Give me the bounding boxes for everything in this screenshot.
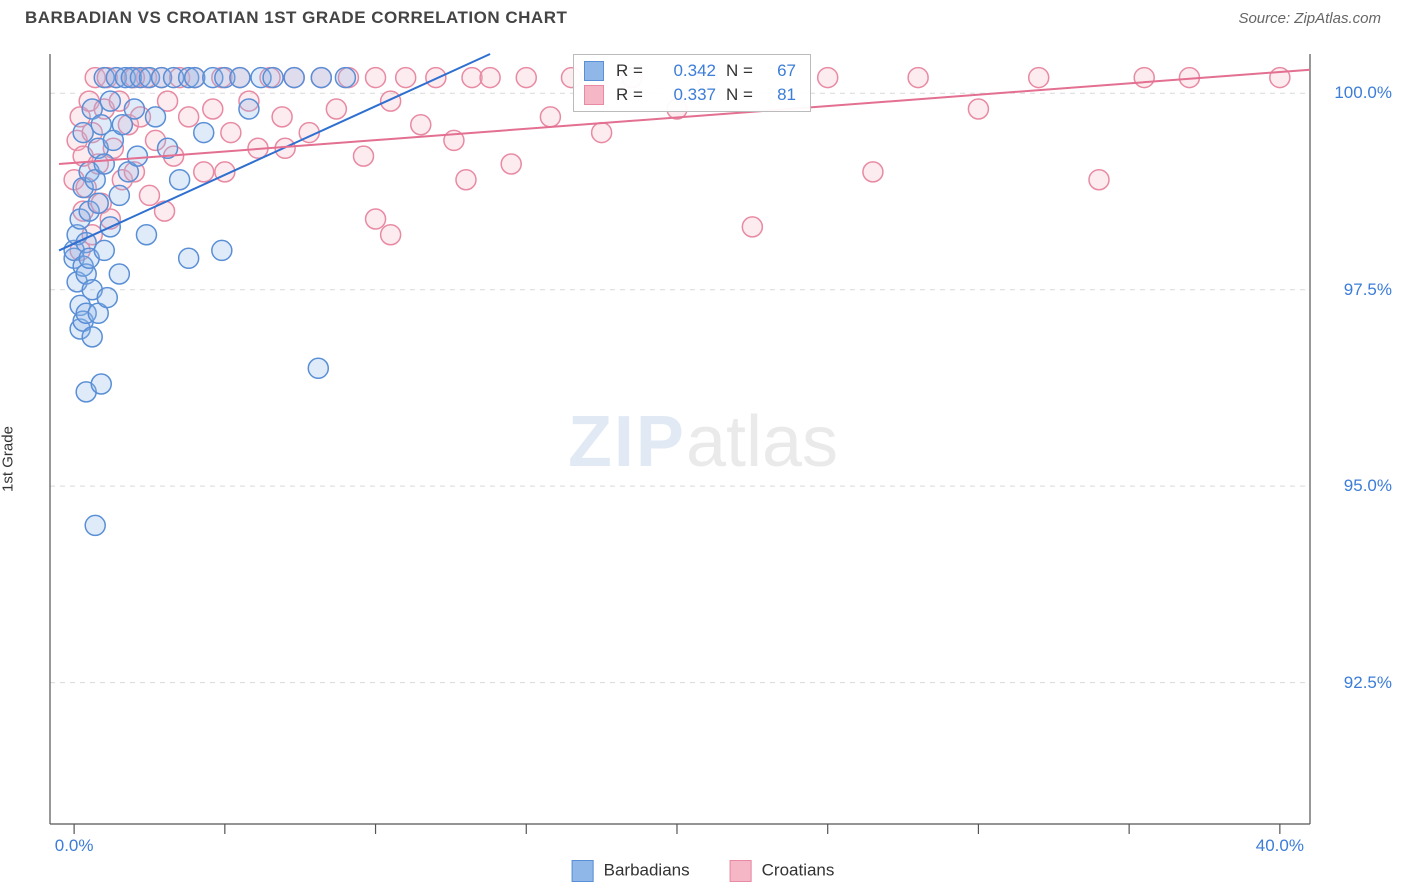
y-tick-label: 97.5% xyxy=(1344,280,1392,300)
legend-r-eq: R = xyxy=(612,85,650,105)
legend-label: Croatians xyxy=(762,860,835,879)
chart-header: BARBADIAN VS CROATIAN 1ST GRADE CORRELAT… xyxy=(0,0,1406,34)
legend-n-value: 67 xyxy=(766,61,796,81)
y-tick-label: 100.0% xyxy=(1334,83,1392,103)
x-tick-label: 40.0% xyxy=(1256,836,1304,856)
legend-r-value: 0.342 xyxy=(656,61,716,81)
legend-n-eq: N = xyxy=(722,61,760,81)
legend-r-eq: R = xyxy=(612,61,650,81)
legend-n-eq: N = xyxy=(722,85,760,105)
x-tick-label: 0.0% xyxy=(55,836,94,856)
y-tick-label: 95.0% xyxy=(1344,476,1392,496)
scatter-plot-svg xyxy=(0,34,1406,884)
legend-swatch xyxy=(584,85,604,105)
legend-swatch xyxy=(584,61,604,81)
legend-item: Barbadians xyxy=(572,860,690,882)
correlation-legend: R = 0.342 N = 67 R = 0.337 N = 81 xyxy=(573,54,811,112)
legend-r-value: 0.337 xyxy=(656,85,716,105)
y-tick-label: 92.5% xyxy=(1344,673,1392,693)
y-axis-label: 1st Grade xyxy=(0,426,17,492)
legend-swatch xyxy=(730,860,752,882)
chart-title: BARBADIAN VS CROATIAN 1ST GRADE CORRELAT… xyxy=(25,8,567,28)
chart-area: 1st Grade ZIPatlas R =0.342N =67R =0.337… xyxy=(0,34,1406,884)
legend-swatch xyxy=(572,860,594,882)
chart-source: Source: ZipAtlas.com xyxy=(1238,10,1381,27)
legend-n-value: 81 xyxy=(766,85,796,105)
legend-label: Barbadians xyxy=(604,860,690,879)
series-legend: Barbadians Croatians xyxy=(572,860,835,882)
legend-item: Croatians xyxy=(730,860,835,882)
